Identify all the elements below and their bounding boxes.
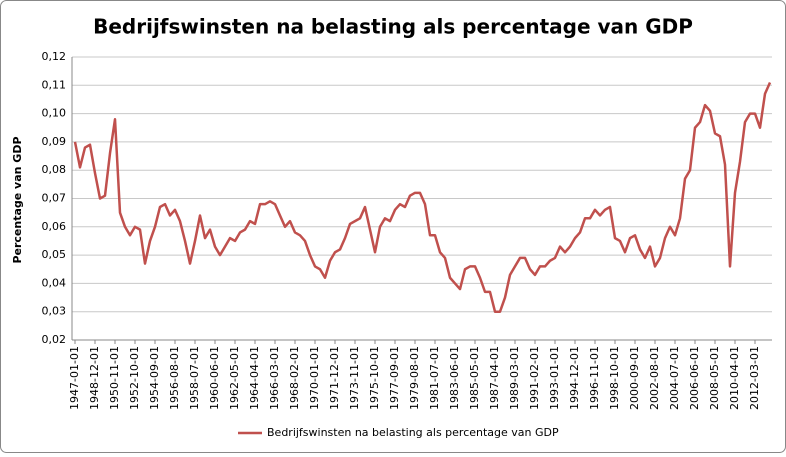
y-tick-label: 0,04 [42, 276, 67, 289]
y-tick-label: 0,11 [42, 78, 67, 91]
x-tick-label: 1956-08-01 [168, 346, 181, 410]
x-tick-label: 2002-08-01 [648, 346, 661, 410]
x-tick-label: 1979-08-01 [408, 346, 421, 410]
x-tick-label: 2008-05-01 [708, 346, 721, 410]
x-tick-label: 1971-12-01 [328, 346, 341, 410]
x-tick-label: 1987-04-01 [488, 346, 501, 410]
legend-label: Bedrijfswinsten na belasting als percent… [267, 426, 559, 439]
x-tick-label: 1947-01-01 [68, 346, 81, 410]
x-tick-label: 1966-03-01 [268, 346, 281, 410]
x-tick-label: 1970-01-01 [308, 346, 321, 410]
x-tick-label: 2006-06-01 [688, 346, 701, 410]
x-tick-label: 1960-06-01 [208, 346, 221, 410]
line-series [73, 81, 772, 313]
x-tick-label: 2012-03-01 [748, 346, 761, 410]
x-tick-label: 1977-09-01 [388, 346, 401, 410]
x-tick-label: 1983-06-01 [448, 346, 461, 410]
y-tick-label: 0,07 [42, 192, 67, 205]
x-tick-label: 1952-10-01 [128, 346, 141, 410]
y-tick-label: 0,10 [42, 107, 67, 120]
x-tick-label: 1981-07-01 [428, 346, 441, 410]
x-tick-label: 1989-03-01 [508, 346, 521, 410]
x-tick-label: 2000-09-01 [628, 346, 641, 410]
x-tick-label: 1975-10-01 [368, 346, 381, 410]
x-tick-label: 1950-11-01 [108, 346, 121, 410]
x-tick-label: 1948-12-01 [88, 346, 101, 410]
x-tick-label: 2010-04-01 [728, 346, 741, 410]
y-tick-label: 0,12 [42, 50, 67, 63]
x-tick-label: 1994-12-01 [568, 346, 581, 410]
x-tick-label: 1996-11-01 [588, 346, 601, 410]
x-tick-label: 1954-09-01 [148, 346, 161, 410]
y-tick-label: 0,09 [42, 135, 67, 148]
x-tick-label: 1973-11-01 [348, 346, 361, 410]
x-tick-label: 1958-07-01 [188, 346, 201, 410]
x-tick-label: 1985-05-01 [468, 346, 481, 410]
x-tick-label: 1964-04-01 [248, 346, 261, 410]
x-tick-label: 1991-02-01 [528, 346, 541, 410]
x-tick-label: 1962-05-01 [228, 346, 241, 410]
y-tick-label: 0,05 [42, 248, 67, 261]
x-tick-label: 1993-01-01 [548, 346, 561, 410]
y-axis-label: Percentage van GDP [11, 136, 24, 263]
y-tick-label: 0,03 [42, 305, 67, 318]
x-tick-label: 1998-10-01 [608, 346, 621, 410]
y-tick-label: 0,08 [42, 163, 67, 176]
y-tick-label: 0,06 [42, 220, 67, 233]
chart-title: Bedrijfswinsten na belasting als percent… [93, 15, 693, 39]
x-tick-label: 2004-07-01 [668, 346, 681, 410]
x-tick-label: 1968-02-01 [288, 346, 301, 410]
y-tick-label: 0,02 [42, 333, 67, 346]
